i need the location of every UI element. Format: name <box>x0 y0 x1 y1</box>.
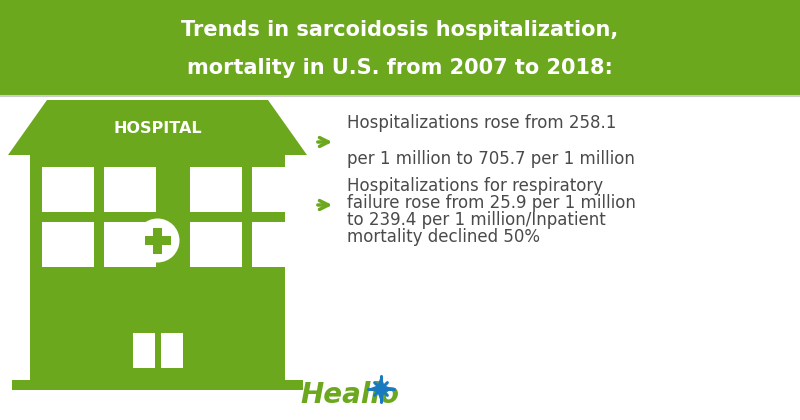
Bar <box>42 167 94 212</box>
Polygon shape <box>368 376 394 402</box>
Text: Hospitalizations for respiratory: Hospitalizations for respiratory <box>347 177 603 195</box>
Bar <box>153 228 162 254</box>
Bar <box>190 222 242 267</box>
Bar <box>42 222 94 267</box>
Bar <box>12 380 303 390</box>
Polygon shape <box>8 100 307 155</box>
Text: failure rose from 25.9 per 1 million: failure rose from 25.9 per 1 million <box>347 194 636 212</box>
Text: mortality declined 50%: mortality declined 50% <box>347 228 540 246</box>
Text: Hospitalizations rose from 258.1: Hospitalizations rose from 258.1 <box>347 114 616 132</box>
Text: per 1 million to 705.7 per 1 million: per 1 million to 705.7 per 1 million <box>347 150 635 168</box>
Bar <box>251 167 303 212</box>
Text: Healio: Healio <box>300 381 399 409</box>
Bar <box>133 333 154 368</box>
Circle shape <box>135 218 179 262</box>
Bar <box>251 222 303 267</box>
Bar <box>30 155 285 380</box>
Text: mortality in U.S. from 2007 to 2018:: mortality in U.S. from 2007 to 2018: <box>187 58 613 78</box>
Text: to 239.4 per 1 million/Inpatient: to 239.4 per 1 million/Inpatient <box>347 211 606 229</box>
Bar <box>161 333 182 368</box>
Text: Trends in sarcoidosis hospitalization,: Trends in sarcoidosis hospitalization, <box>182 20 618 40</box>
Bar <box>190 167 242 212</box>
Bar <box>145 236 170 245</box>
Bar <box>104 167 156 212</box>
Bar <box>104 222 156 267</box>
Bar <box>0 0 800 94</box>
Text: HOSPITAL: HOSPITAL <box>113 121 202 136</box>
